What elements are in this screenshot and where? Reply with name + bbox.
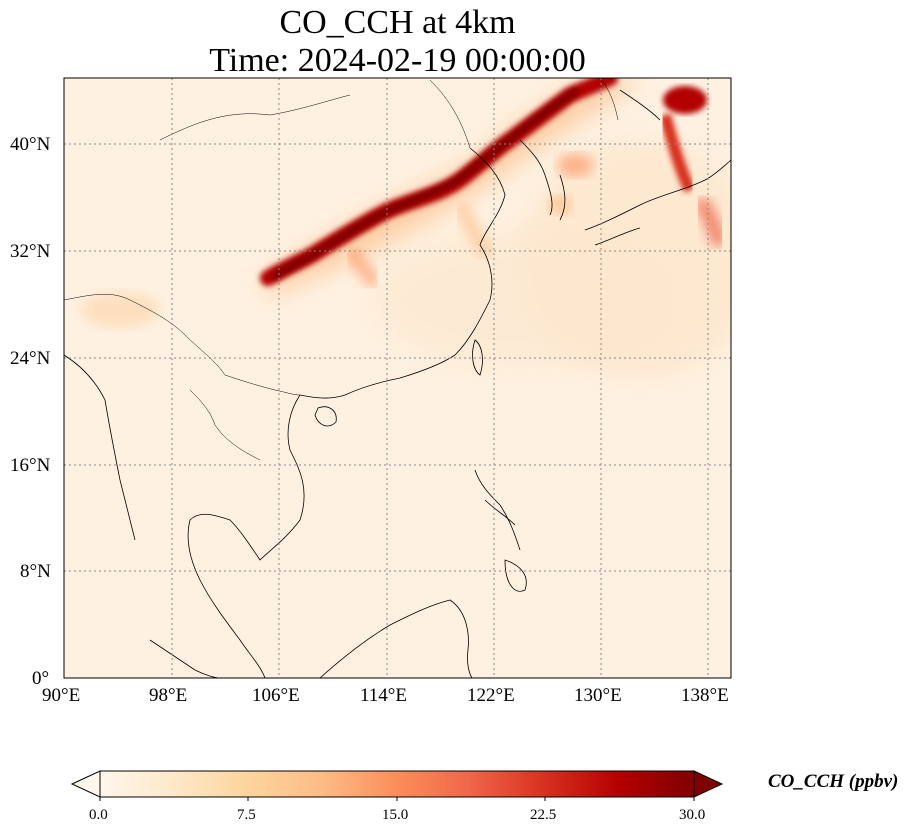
colorbar-tick-label: 0.0: [89, 807, 108, 823]
colorbar-tick-label: 22.5: [530, 807, 557, 823]
colorbar-tick-label: 7.5: [237, 807, 256, 823]
x-tick-label: 98°E: [149, 685, 188, 706]
y-tick-label: 24°N: [10, 348, 51, 369]
colorbar-tick-label: 15.0: [382, 807, 409, 823]
colorbar-ticks: [99, 797, 695, 801]
y-tick-label: 0°: [32, 668, 50, 689]
colorbar-tick-label: 30.0: [679, 807, 706, 823]
x-tick-label: 138°E: [681, 685, 729, 706]
map-subtitle-time: Time: 2024-02-19 00:00:00: [209, 42, 586, 79]
y-tick-label: 8°N: [20, 561, 51, 582]
colorbar: [99, 770, 695, 798]
x-tick-label: 114°E: [360, 685, 407, 706]
x-tick-label: 106°E: [252, 685, 300, 706]
colorbar-max-extension: [693, 770, 724, 798]
x-tick-label: 130°E: [574, 685, 622, 706]
map-title: CO_CCH at 4km: [279, 4, 516, 41]
map-frame: [63, 77, 732, 679]
y-tick-label: 40°N: [10, 134, 51, 155]
gridlines: [64, 78, 731, 678]
x-tick-label: 122°E: [467, 685, 515, 706]
co-concentration-field: [80, 78, 731, 380]
colorbar-label: CO_CCH (ppbv): [768, 771, 899, 792]
colorbar-min-extension: [70, 770, 101, 798]
y-tick-label: 32°N: [10, 241, 51, 262]
coastlines: [64, 78, 731, 678]
x-tick-label: 90°E: [42, 685, 81, 706]
y-tick-label: 16°N: [10, 455, 51, 476]
